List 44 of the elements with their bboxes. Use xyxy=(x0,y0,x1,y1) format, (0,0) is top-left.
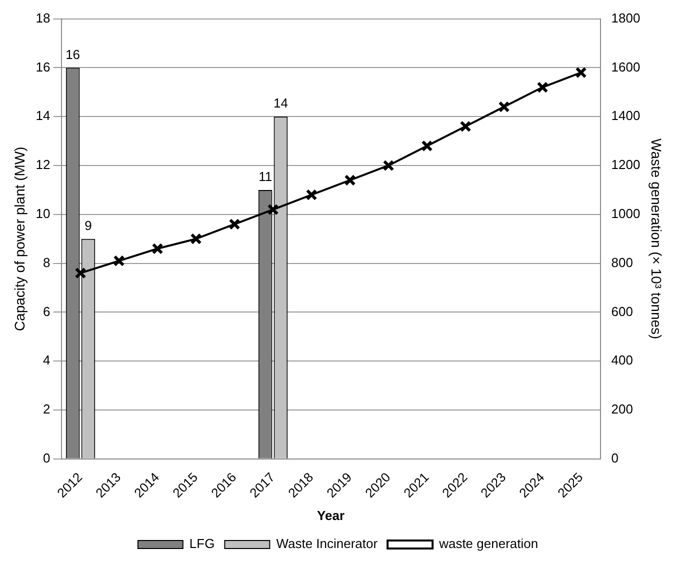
data-label: 11 xyxy=(258,169,272,184)
point xyxy=(306,189,318,201)
y2-tick-label: 1800 xyxy=(611,10,640,26)
y2-tick-label: 800 xyxy=(611,254,633,270)
legend-label: Waste Incinerator xyxy=(276,536,378,552)
point xyxy=(344,174,356,186)
y-tick-label: 2 xyxy=(43,402,50,417)
point xyxy=(498,101,510,113)
y-tick-label: 0 xyxy=(43,450,50,466)
data-label: 14 xyxy=(273,96,288,111)
data-label: 9 xyxy=(84,218,92,233)
y2-tick-label: 0 xyxy=(611,450,619,466)
y-tick-label: 18 xyxy=(36,10,50,26)
y-tick-label: 12 xyxy=(36,157,50,172)
y-tick-label: 6 xyxy=(43,304,50,319)
y-tick-label: 10 xyxy=(36,206,50,221)
y-tick-label: 4 xyxy=(43,352,50,368)
point xyxy=(190,233,202,245)
y2-tick-label: 1400 xyxy=(611,108,640,124)
point xyxy=(460,120,472,132)
y-tick-label: 14 xyxy=(36,108,50,124)
point xyxy=(536,82,548,94)
point xyxy=(382,160,394,172)
y2-tick-label: 1600 xyxy=(611,59,640,74)
y2-tick-label: 600 xyxy=(611,304,633,319)
data-label: 16 xyxy=(66,46,80,62)
y-tick-label: 8 xyxy=(43,254,50,270)
point xyxy=(575,66,587,78)
y-tick-label: 16 xyxy=(36,59,50,74)
y-axis-title: Capacity of power plant (MW) xyxy=(11,146,28,332)
x-axis-title: Year xyxy=(317,508,345,523)
y2-tick-label: 1200 xyxy=(611,157,640,172)
legend-label: LFG xyxy=(189,536,215,552)
y2-axis-title: Waste generation (× 10³ tonnes) xyxy=(648,138,665,340)
y2-tick-label: 400 xyxy=(611,352,633,368)
y2-tick-label: 200 xyxy=(611,402,633,417)
point xyxy=(74,267,86,279)
point xyxy=(267,204,279,216)
point xyxy=(113,255,125,267)
point xyxy=(228,218,240,230)
point xyxy=(421,140,433,152)
point xyxy=(152,242,164,254)
legend-label: waste generation xyxy=(438,536,538,552)
y2-tick-label: 1000 xyxy=(611,206,640,221)
